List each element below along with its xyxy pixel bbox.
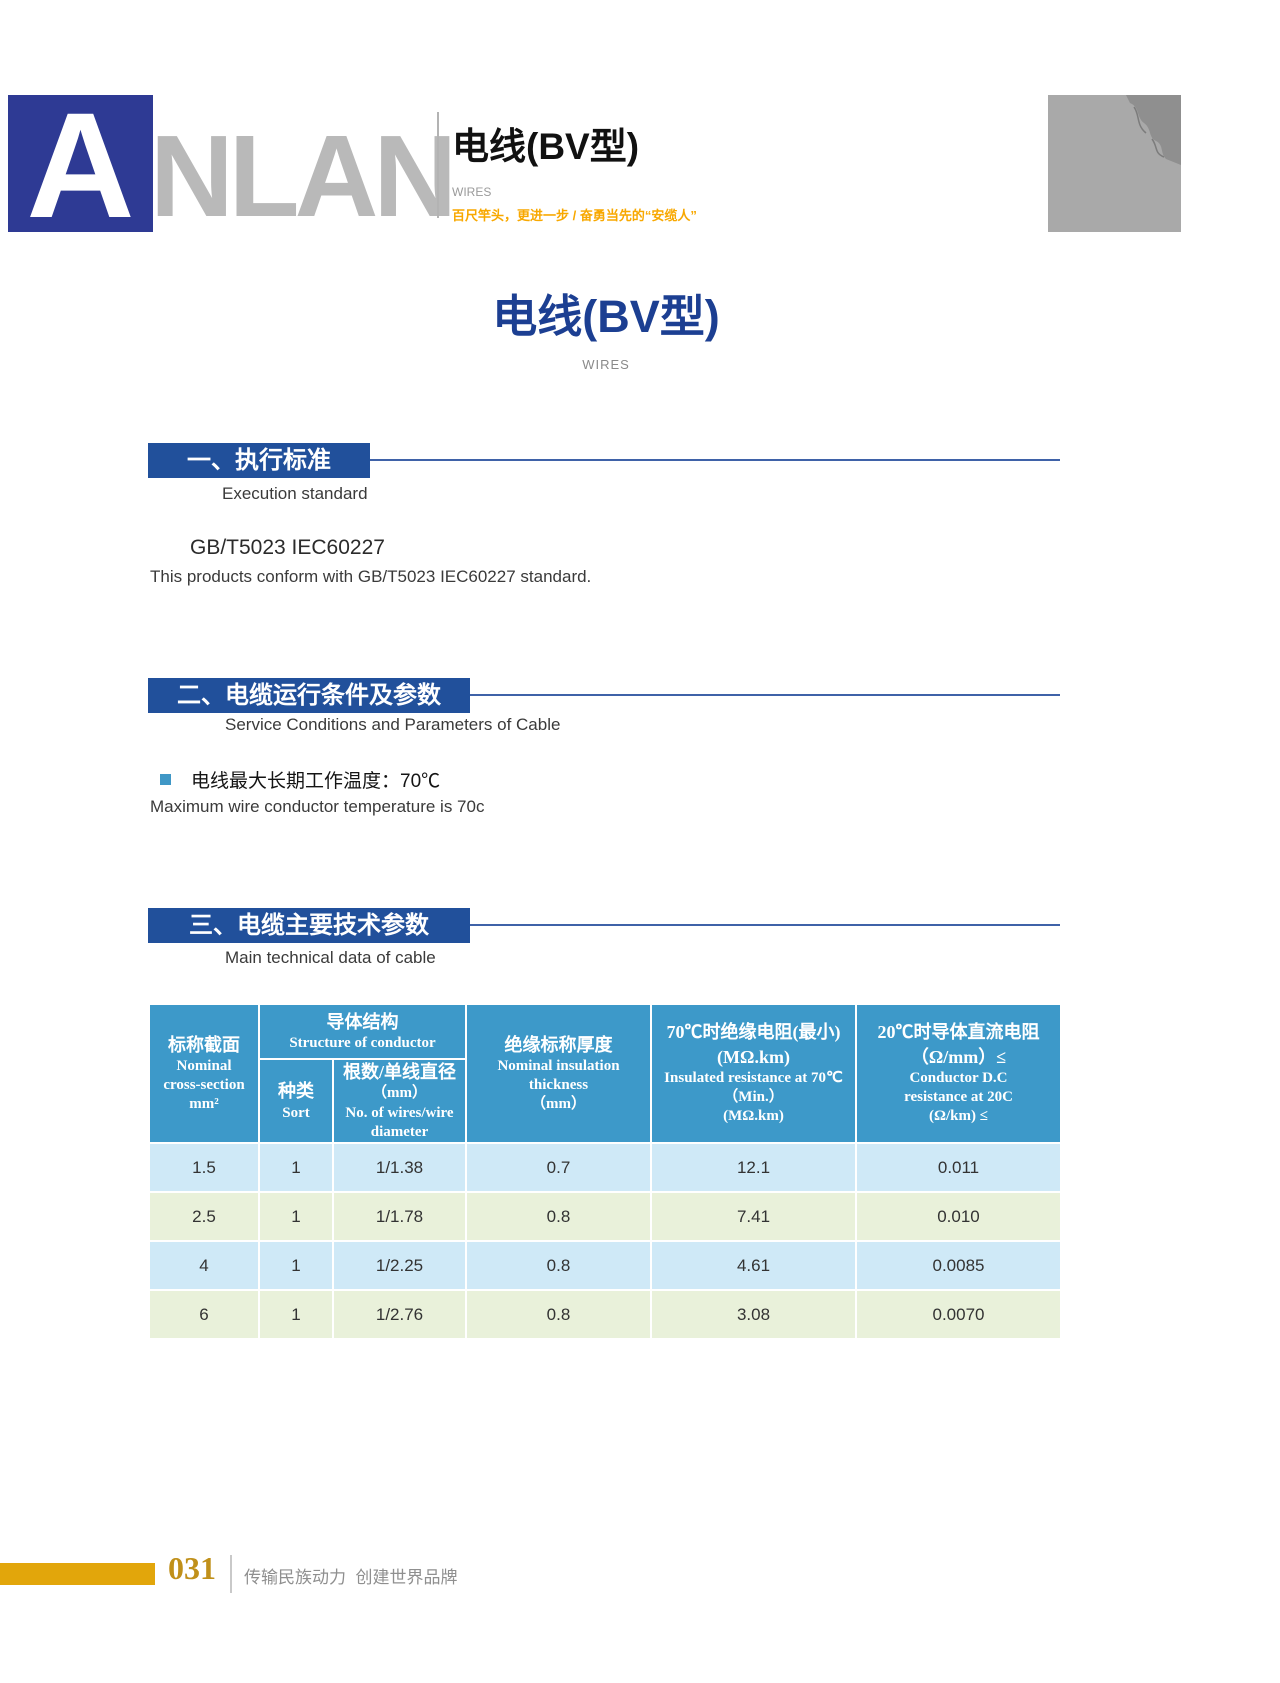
map-silhouette-icon <box>1126 95 1181 165</box>
header-product-subtitle: WIRES <box>452 184 492 199</box>
col-header-wires: 根数/单线直径 （mm） No. of wires/wire diameter <box>332 1058 467 1144</box>
bullet-item: 电线最大长期工作温度：70℃ <box>160 766 440 793</box>
cell-resistance-70c: 12.1 <box>650 1142 857 1193</box>
section1-note: This products conform with GB/T5023 IEC6… <box>150 567 592 586</box>
cell-nominal: 2.5 <box>148 1191 260 1242</box>
cell-insulation: 0.8 <box>465 1191 652 1242</box>
brand-logo-text: NLAN <box>150 111 457 241</box>
page-number: 031 <box>168 1550 216 1586</box>
section3-rule <box>466 924 1060 926</box>
technical-data-table: 标称截面 Nominal cross-section mm² 导体结构 Stru… <box>148 1003 1062 1340</box>
footer-accent-bar <box>0 1563 155 1585</box>
cell-wires: 1/1.38 <box>332 1142 467 1193</box>
header-product-block: 电线(BV型) WIRES 百尺竿头，更进一步 / 奋勇当先的“安缆人” <box>452 126 697 224</box>
cell-nominal: 6 <box>148 1289 260 1340</box>
cell-resistance-70c: 4.61 <box>650 1240 857 1291</box>
section1-heading: 一、执行标准 <box>148 443 370 478</box>
section3-heading: 三、电缆主要技术参数 <box>148 908 470 943</box>
cell-nominal: 4 <box>148 1240 260 1291</box>
map-image <box>1048 95 1181 232</box>
cell-wires: 1/1.78 <box>332 1191 467 1242</box>
cell-sort: 1 <box>258 1240 334 1291</box>
footer-slogan: 传输民族动力 创建世界品牌 <box>244 1568 458 1587</box>
section2-heading: 二、电缆运行条件及参数 <box>148 678 470 713</box>
section1-standard: GB/T5023 IEC60227 <box>190 536 385 559</box>
brand-logo-letter-a: A <box>26 81 135 249</box>
col-header-conductor-group: 导体结构 Structure of conductor <box>258 1003 467 1060</box>
header-product-title: 电线(BV型) <box>452 126 640 167</box>
table-row: 4 1 1/2.25 0.8 4.61 0.0085 <box>148 1240 1062 1291</box>
col-header-resistance-20c: 20℃时导体直流电阻 （Ω/mm）≤ Conductor D.C resista… <box>855 1003 1062 1144</box>
cell-resistance-20c: 0.0085 <box>855 1240 1062 1291</box>
header-divider <box>437 112 439 218</box>
cell-resistance-70c: 7.41 <box>650 1191 857 1242</box>
page-subtitle: WIRES <box>582 357 630 372</box>
col-header-resistance-70c: 70℃时绝缘电阻(最小) (MΩ.km) Insulated resistanc… <box>650 1003 857 1144</box>
cell-sort: 1 <box>258 1289 334 1340</box>
cell-sort: 1 <box>258 1142 334 1193</box>
table-row: 6 1 1/2.76 0.8 3.08 0.0070 <box>148 1289 1062 1340</box>
cell-sort: 1 <box>258 1191 334 1242</box>
cell-resistance-20c: 0.011 <box>855 1142 1062 1193</box>
table-body: 1.5 1 1/1.38 0.7 12.1 0.011 2.5 1 1/1.78… <box>148 1142 1062 1340</box>
footer-divider <box>230 1555 232 1593</box>
cell-nominal: 1.5 <box>148 1142 260 1193</box>
section2-rule <box>466 694 1060 696</box>
cell-resistance-20c: 0.010 <box>855 1191 1062 1242</box>
page-title: 电线(BV型) <box>492 291 720 342</box>
section2-subheading: Service Conditions and Parameters of Cab… <box>225 715 561 734</box>
section1-rule <box>366 459 1060 461</box>
cell-resistance-20c: 0.0070 <box>855 1289 1062 1340</box>
section1-subheading: Execution standard <box>222 484 368 503</box>
header-brand-tagline: 百尺竿头，更进一步 / 奋勇当先的“安缆人” <box>452 207 697 223</box>
col-header-nominal: 标称截面 Nominal cross-section mm² <box>148 1003 260 1144</box>
table-row: 1.5 1 1/1.38 0.7 12.1 0.011 <box>148 1142 1062 1193</box>
cell-resistance-70c: 3.08 <box>650 1289 857 1340</box>
cell-insulation: 0.8 <box>465 1240 652 1291</box>
cell-insulation: 0.7 <box>465 1142 652 1193</box>
bullet-square-icon <box>160 774 171 785</box>
brand-logo-square: A <box>8 81 153 249</box>
page-title-block: 电线(BV型) WIRES <box>0 280 1212 372</box>
bullet-text-en: Maximum wire conductor temperature is 70… <box>150 797 485 816</box>
cell-wires: 1/2.25 <box>332 1240 467 1291</box>
cell-insulation: 0.8 <box>465 1289 652 1340</box>
bullet-text-zh: 电线最大长期工作温度：70℃ <box>191 771 441 792</box>
col-header-insulation: 绝缘标称厚度 Nominal insulation thickness （mm） <box>465 1003 652 1144</box>
cell-wires: 1/2.76 <box>332 1289 467 1340</box>
col-header-sort: 种类 Sort <box>258 1058 334 1144</box>
section3-subheading: Main technical data of cable <box>225 948 436 967</box>
table-row: 2.5 1 1/1.78 0.8 7.41 0.010 <box>148 1191 1062 1242</box>
